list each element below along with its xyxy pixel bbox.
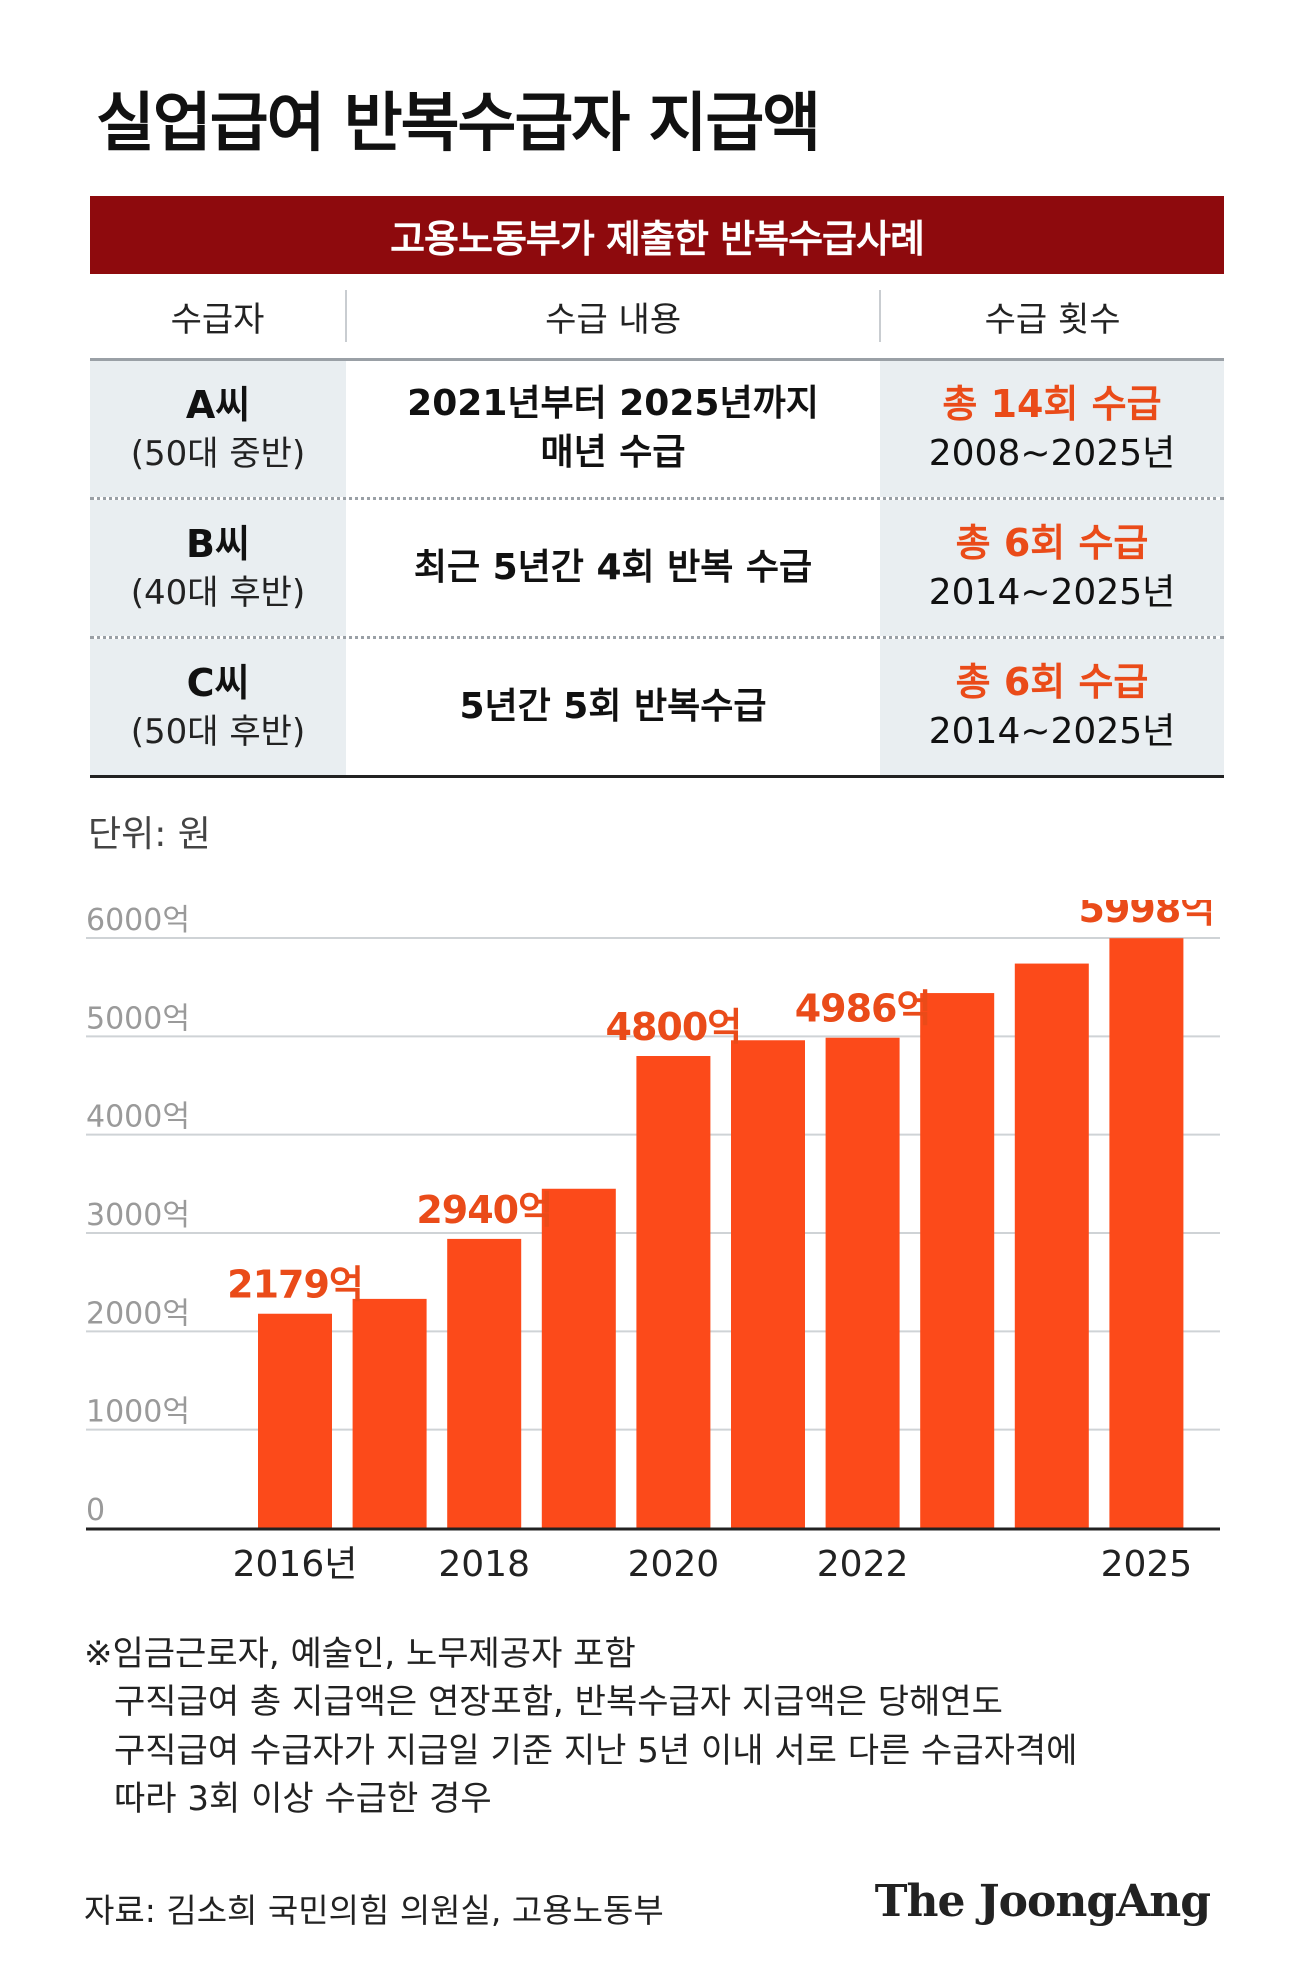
brand-logo: The JoongAng (874, 1876, 1211, 1927)
data-label: 4986억 (795, 987, 931, 1031)
recipient-name: C씨 (186, 661, 250, 706)
bar (541, 1188, 616, 1528)
x-tick-label: 2016년 (233, 1544, 358, 1585)
bar (636, 1056, 711, 1528)
data-label: 4800억 (606, 1005, 742, 1049)
bar (447, 1238, 522, 1528)
count-cell: 총 6회 수급 2014~2025년 (880, 639, 1224, 775)
bar-chart: 0 1000억 2000억 3000억 4000억 5000억 6000억 2016년 2018… (86, 900, 1220, 1585)
table-row: B씨 (40대 후반) 최근 5년간 4회 반복 수급 총 6회 수급 2014… (90, 497, 1224, 636)
y-tick-label: 0 (86, 1493, 105, 1528)
y-tick-label: 4000억 (86, 1100, 190, 1135)
table-banner: 고용노동부가 제출한 반복수급사례 (90, 196, 1224, 274)
content-cell: 최근 5년간 4회 반복 수급 (346, 500, 880, 636)
header-recipient: 수급자 (90, 290, 348, 342)
recipient-age: (50대 중반) (130, 433, 306, 474)
cases-table: 고용노동부가 제출한 반복수급사례 수급자 수급 내용 수급 횟수 A씨 (50… (90, 196, 1224, 778)
recipient-age: (40대 후반) (130, 572, 306, 613)
x-tick-label: 2020 (628, 1544, 720, 1585)
unit-label: 단위: 원 (88, 814, 211, 855)
recipient-cell: C씨 (50대 후반) (90, 639, 346, 775)
count-cell: 총 6회 수급 2014~2025년 (880, 500, 1224, 636)
x-tick-label: 2022 (817, 1544, 909, 1585)
x-tick-label: 2018 (438, 1544, 530, 1585)
table-header-row: 수급자 수급 내용 수급 횟수 (90, 274, 1224, 361)
period-text: 2014~2025년 (928, 572, 1176, 614)
data-label: 2940억 (416, 1188, 552, 1232)
header-content: 수급 내용 (347, 290, 882, 342)
page-title: 실업급여 반복수급자 지급액 (96, 87, 821, 161)
period-text: 2014~2025년 (928, 711, 1176, 753)
content-cell: 2021년부터 2025년까지 매년 수급 (346, 361, 880, 497)
recipient-cell: A씨 (50대 중반) (90, 361, 346, 497)
period-text: 2008~2025년 (928, 433, 1176, 475)
source-text: 자료: 김소희 국민의힘 의원실, 고용노동부 (84, 1891, 664, 1930)
data-label: 2179억 (227, 1263, 363, 1307)
table-row: A씨 (50대 중반) 2021년부터 2025년까지 매년 수급 총 14회 … (90, 361, 1224, 497)
data-label: 5998억 (1079, 900, 1215, 931)
footnote-line: 따라 3회 이상 수급한 경우 (114, 1778, 492, 1819)
bar (920, 993, 995, 1528)
count-text: 총 6회 수급 (955, 521, 1149, 566)
count-text: 총 14회 수급 (942, 382, 1162, 427)
count-cell: 총 14회 수급 2008~2025년 (880, 361, 1224, 497)
x-tick-label: 2025 (1101, 1544, 1193, 1585)
y-tick-label: 6000억 (86, 903, 190, 938)
table-row: C씨 (50대 후반) 5년간 5회 반복수급 총 6회 수급 2014~202… (90, 636, 1224, 775)
content-line: 매년 수급 (540, 432, 686, 473)
y-tick-label: 3000억 (86, 1198, 190, 1233)
y-tick-label: 1000억 (86, 1395, 190, 1430)
content-line: 5년간 5회 반복수급 (459, 685, 767, 727)
content-line: 2021년부터 2025년까지 (407, 383, 819, 425)
content-line: 최근 5년간 4회 반복 수급 (413, 546, 813, 588)
bar (258, 1313, 332, 1528)
y-tick-label: 5000억 (86, 1001, 190, 1036)
footnote-line: ※임금근로자, 예술인, 노무제공자 포함 (84, 1634, 636, 1674)
bar (352, 1298, 427, 1528)
recipient-age: (50대 후반) (130, 711, 306, 752)
content-cell: 5년간 5회 반복수급 (346, 639, 880, 775)
footnote: ※임금근로자, 예술인, 노무제공자 포함 구직급여 총 지급액은 연장포함, … (84, 1630, 1077, 1823)
bar (825, 1037, 900, 1528)
recipient-cell: B씨 (40대 후반) (90, 500, 346, 636)
bar (1109, 938, 1184, 1528)
footnote-line: 구직급여 총 지급액은 연장포함, 반복수급자 지급액은 당해연도 (114, 1682, 1003, 1723)
count-text: 총 6회 수급 (955, 660, 1149, 705)
bar (731, 1040, 805, 1528)
footnote-line: 구직급여 수급자가 지급일 기준 지난 5년 이내 서로 다른 수급자격에 (114, 1730, 1078, 1771)
table-bottom-rule (90, 775, 1224, 778)
recipient-name: A씨 (185, 383, 251, 428)
y-tick-label: 2000억 (86, 1296, 190, 1331)
bar (1014, 963, 1089, 1528)
header-count: 수급 횟수 (984, 299, 1121, 340)
recipient-name: B씨 (186, 522, 250, 567)
